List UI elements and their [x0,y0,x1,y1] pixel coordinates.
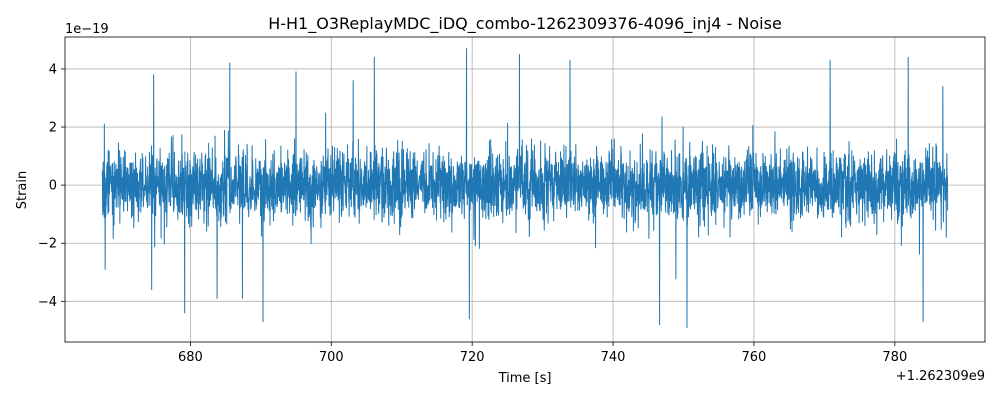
y-tick-label: 4 [49,62,57,77]
plot-frame [64,36,986,343]
series-group [101,48,949,328]
chart-title: H-H1_O3ReplayMDC_iDQ_combo-1262309376-40… [268,14,782,34]
x-axis-label: Time [s] [498,371,552,386]
x-axis: 680 700 720 740 760 780 [178,342,907,365]
x-tick-label: 780 [882,350,907,365]
y-tick-label: −2 [38,237,57,252]
y-tick-label: 0 [49,179,57,194]
y-scale-label: 1e−19 [65,22,109,37]
x-tick-label: 680 [178,350,203,365]
x-tick-label: 720 [460,350,485,365]
y-tick-label: −4 [38,295,57,310]
x-tick-label: 760 [742,350,767,365]
x-tick-label: 740 [601,350,626,365]
x-tick-label: 700 [319,350,344,365]
y-axis: −4 −2 0 2 4 [38,62,65,310]
y-axis-label: Strain [15,171,30,210]
y-tick-label: 2 [49,121,57,136]
series-line [101,48,949,328]
x-offset-label: +1.262309e9 [896,369,985,384]
